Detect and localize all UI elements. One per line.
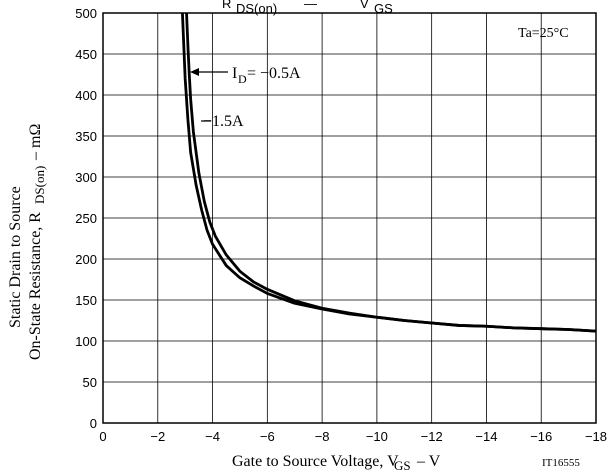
x-tick-label: −4 [205, 429, 220, 444]
series-line-id-0-5a [181, 12, 597, 333]
series-group [181, 12, 597, 333]
svg-text:V: V [360, 0, 369, 11]
svg-text:R: R [222, 0, 231, 11]
svg-text:DS(on): DS(on) [32, 166, 47, 204]
y-tick-label: 250 [75, 211, 97, 226]
figure-id: IT16555 [542, 457, 580, 469]
series-b-label: −1.5A [203, 113, 244, 130]
svg-text:I: I [232, 65, 237, 82]
svg-text:On-State Resistance, R: On-State Resistance, R [27, 212, 44, 360]
svg-text:—: — [304, 0, 317, 11]
svg-text:GS: GS [394, 458, 411, 473]
y-tick-label: 100 [75, 334, 97, 349]
x-axis-label: Gate to Source Voltage, V GS – V [232, 453, 441, 473]
y-tick-label: 200 [75, 252, 97, 267]
x-tick-label: −10 [366, 429, 388, 444]
x-tick-label: −2 [150, 429, 165, 444]
y-tick-label: 350 [75, 129, 97, 144]
svg-text:D: D [238, 72, 247, 86]
series-line-id-1-5a [185, 12, 597, 333]
svg-text:– V: – V [416, 453, 441, 470]
y-tick-label: 450 [75, 47, 97, 62]
y-tick-label: 0 [90, 416, 97, 431]
y-tick-label: 300 [75, 170, 97, 185]
x-axis-ticks: 0 −2 −4 −6 −8 −10 −12 −14 −16 −18 [99, 429, 607, 444]
grid [103, 13, 596, 423]
plot-frame [102, 12, 597, 424]
svg-text:= −0.5A: = −0.5A [247, 65, 301, 82]
x-tick-label: −8 [315, 429, 330, 444]
y-tick-label: 500 [75, 6, 97, 21]
arrow-head [190, 68, 199, 76]
y-axis-label: Static Drain to Source On-State Resistan… [7, 124, 47, 360]
condition-label: Ta=25°C [518, 26, 569, 41]
svg-text:Gate to Source Voltage, V: Gate to Source Voltage, V [232, 453, 399, 470]
y-tick-label: 150 [75, 293, 97, 308]
svg-text:Static Drain to Source: Static Drain to Source [7, 186, 24, 328]
series-a-label: I D = −0.5A [232, 65, 301, 86]
y-tick-label: 400 [75, 88, 97, 103]
x-tick-label: 0 [99, 429, 106, 444]
y-tick-label: 50 [83, 375, 97, 390]
svg-text:– mΩ: – mΩ [27, 124, 44, 161]
x-tick-label: −14 [475, 429, 497, 444]
x-tick-label: −6 [260, 429, 275, 444]
x-tick-label: −16 [530, 429, 552, 444]
y-axis-ticks: 0 50 100 150 200 250 300 350 400 450 500 [75, 6, 97, 431]
x-tick-label: −12 [421, 429, 443, 444]
x-tick-label: −18 [585, 429, 607, 444]
